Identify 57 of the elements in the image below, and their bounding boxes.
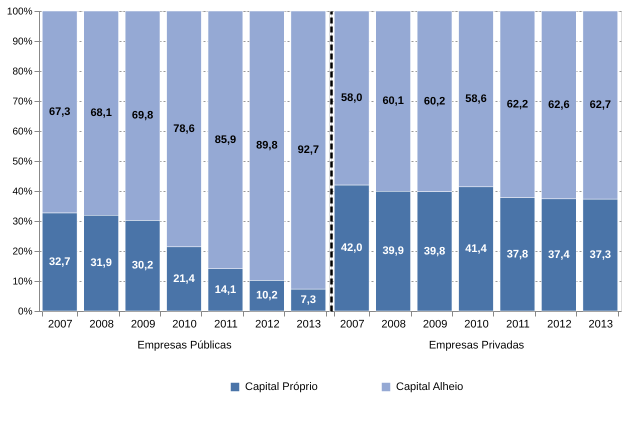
data-label: 42,0: [341, 242, 362, 254]
data-label: 10,2: [256, 290, 278, 302]
data-label: 37,8: [506, 248, 528, 260]
data-label: 32,7: [49, 256, 70, 268]
y-tick-label: 20%: [12, 246, 33, 258]
data-label: 31,9: [90, 257, 112, 270]
data-label: 7,3: [300, 294, 316, 306]
x-tick-label: 2008: [89, 318, 114, 330]
data-label: 37,3: [590, 249, 611, 262]
x-tick-label: 2010: [464, 318, 489, 330]
x-tick-label: 2009: [422, 318, 448, 330]
data-label: 14,1: [214, 284, 236, 296]
data-label: 39,9: [382, 245, 404, 258]
data-label: 30,2: [132, 260, 154, 272]
data-label: 78,6: [173, 122, 195, 135]
y-tick-label: 90%: [12, 36, 33, 48]
x-tick-label: 2011: [506, 318, 530, 330]
x-tick-label: 2012: [547, 318, 572, 330]
y-tick-label: 50%: [12, 156, 33, 168]
data-label: 67,3: [49, 106, 70, 118]
data-label: 89,8: [256, 140, 278, 152]
data-label: 85,9: [214, 134, 236, 146]
data-label: 92,7: [298, 144, 319, 156]
data-label: 62,7: [590, 99, 611, 112]
x-tick-label: 2013: [588, 318, 614, 330]
y-tick-label: 70%: [12, 96, 33, 108]
data-label: 21,4: [173, 272, 196, 285]
y-tick-label: 10%: [12, 276, 33, 288]
y-tick-label: 40%: [12, 186, 33, 198]
x-axis-title: Empresas Privadas: [428, 340, 525, 352]
data-label: 60,2: [424, 95, 446, 108]
x-tick-label: 2007: [340, 318, 364, 330]
data-label: 62,6: [548, 98, 570, 111]
data-label: 68,1: [90, 107, 112, 120]
x-tick-label: 2010: [172, 318, 197, 330]
x-tick-label: 2009: [130, 318, 156, 330]
data-label: 41,4: [465, 242, 488, 255]
x-tick-label: 2011: [214, 318, 238, 330]
data-label: 58,6: [465, 92, 487, 105]
x-axis-title: Empresas Públicas: [137, 340, 232, 352]
legend-label: Capital Próprio: [245, 381, 318, 393]
y-tick-label: 30%: [12, 216, 33, 228]
data-label: 69,8: [132, 110, 154, 122]
y-tick-label: 100%: [6, 6, 33, 18]
x-tick-label: 2008: [381, 318, 406, 330]
data-label: 62,2: [506, 98, 528, 110]
data-label: 60,1: [382, 95, 404, 108]
data-label: 39,8: [424, 245, 446, 258]
y-tick-label: 80%: [12, 66, 33, 78]
y-tick-label: 60%: [12, 126, 33, 138]
x-tick-label: 2007: [48, 318, 72, 330]
data-label: 58,0: [341, 92, 362, 104]
data-label: 37,4: [548, 248, 570, 261]
x-tick-label: 2013: [296, 318, 322, 330]
legend-label: Capital Alheio: [396, 381, 464, 393]
y-tick-label: 0%: [18, 306, 33, 318]
x-tick-label: 2012: [255, 318, 280, 330]
